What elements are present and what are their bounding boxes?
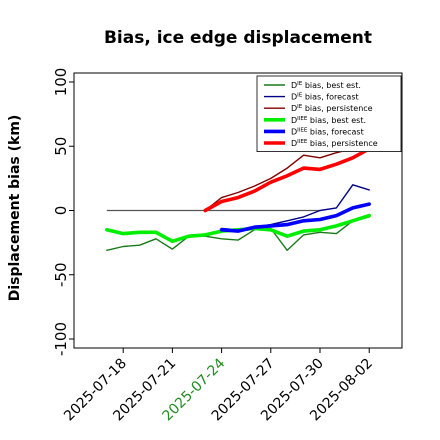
series-line-1 [106, 216, 370, 252]
legend-box [256, 75, 402, 152]
legend: DIE bias, best est. DIE bias, forecast DIE… [256, 75, 402, 152]
legend-label: DIIEE bias, persistence [291, 139, 378, 148]
y-tick-label: 100 [52, 68, 70, 97]
series-line-6 [203, 147, 372, 213]
series-line-5 [219, 202, 372, 233]
legend-label: DIIEE bias, forecast [291, 127, 364, 136]
y-axis-label: Displacement bias (km) [7, 115, 23, 302]
chart-title: Bias, ice edge displacement [104, 28, 372, 48]
legend-label: DIE bias, forecast [291, 93, 359, 102]
y-tick-label: -50 [52, 263, 70, 288]
legend-label: DIE bias, persistence [291, 104, 373, 113]
series-line-4 [105, 213, 372, 244]
y-tick-label: -100 [52, 322, 70, 356]
legend-label: DIIEE bias, best est. [291, 116, 366, 125]
y-tick-label: 50 [52, 137, 70, 156]
y-tick-label: 0 [52, 206, 70, 216]
plot-area [105, 142, 372, 252]
legend-label: DIE bias, best est. [291, 81, 361, 90]
